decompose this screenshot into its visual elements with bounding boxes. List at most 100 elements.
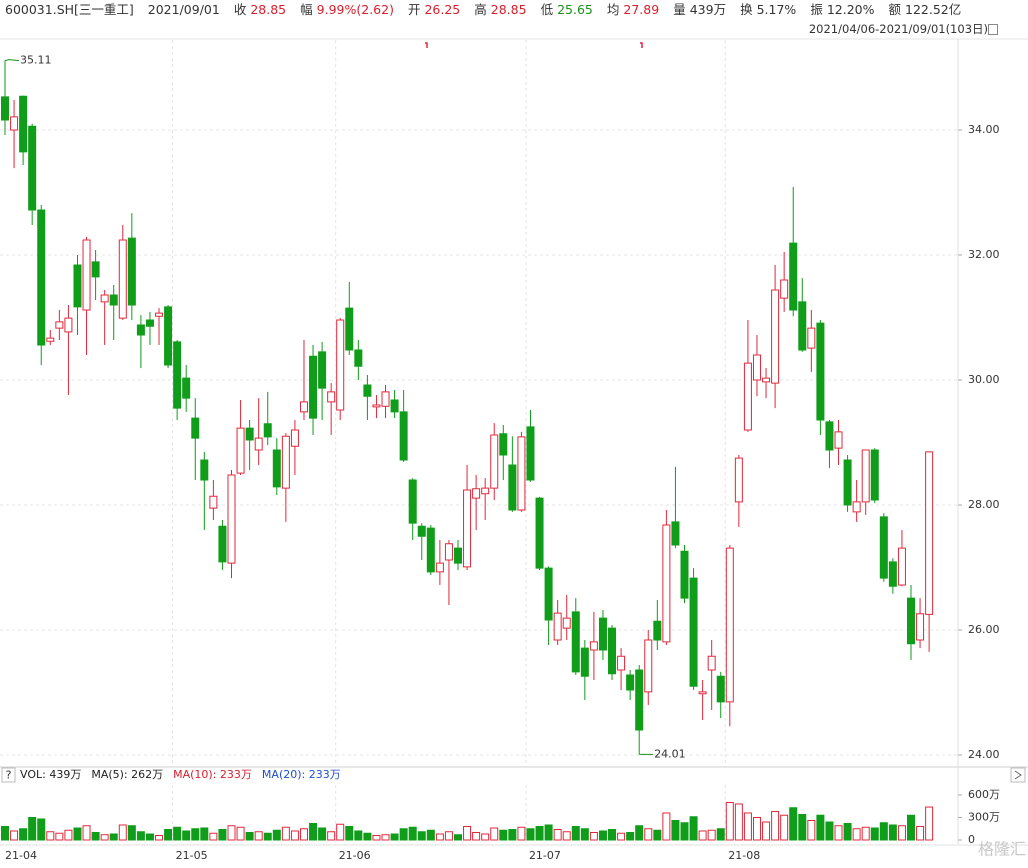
candle-body: [263, 423, 272, 438]
candle-body: [236, 427, 245, 474]
quote-value: 122.52亿: [905, 2, 962, 17]
candle-body: [372, 404, 381, 408]
candle-body: [680, 550, 689, 599]
volume-legend: MA(10): 233万: [173, 768, 252, 781]
candle-body: [544, 567, 553, 621]
candle-body: [417, 525, 426, 537]
y-tick-label: 32.00: [968, 248, 1000, 261]
date-range[interactable]: 2021/04/06-2021/09/01(103日): [808, 22, 988, 36]
quote-item: 均 27.89: [607, 0, 659, 20]
candle-body: [399, 411, 408, 461]
volume-bar: [191, 828, 200, 841]
expand-icon: [1014, 770, 1022, 780]
candle-body: [499, 433, 508, 456]
help-button[interactable]: [1, 767, 16, 783]
candle-body: [64, 317, 73, 333]
candle-body: [644, 639, 653, 693]
volume-bar: [481, 833, 490, 841]
quote-value: 28.85: [250, 2, 287, 17]
volume-bar: [155, 834, 164, 841]
candle-body: [861, 449, 870, 503]
candle-body: [91, 261, 100, 278]
quote-value: 12.20%: [826, 2, 875, 17]
candle-body: [336, 319, 345, 411]
symbol: 600031.SH[三一重工]: [5, 2, 134, 17]
x-tick-label: 21-07: [529, 849, 561, 862]
volume-bar: [281, 826, 290, 841]
quote-value: 9.99%(2.62): [316, 2, 394, 17]
volume-bar: [426, 829, 435, 841]
candle-body: [435, 562, 444, 573]
quote-value: 28.85: [490, 2, 527, 17]
event-marker[interactable]: [640, 42, 643, 48]
candle-body: [608, 627, 617, 675]
candle-body: [907, 597, 915, 645]
candle-body: [689, 577, 698, 687]
volume-bar: [725, 801, 734, 841]
candle-body: [28, 125, 37, 211]
volume-bar: [825, 821, 834, 841]
volume-bar: [861, 826, 870, 841]
volume-bar: [544, 824, 553, 841]
expand-button[interactable]: [1010, 767, 1026, 783]
event-marker[interactable]: [425, 42, 428, 48]
volume-bar: [1, 825, 9, 841]
candle-body: [734, 457, 743, 503]
volume-bar: [734, 803, 743, 841]
candle-body: [55, 321, 64, 329]
quote-value: 5.17%: [756, 2, 797, 17]
volume-bar: [472, 831, 481, 841]
volume-bar: [707, 829, 716, 841]
volume-bar: [517, 826, 526, 841]
x-tick-label: 21-04: [5, 849, 37, 862]
candle-body: [879, 516, 888, 579]
candle-body: [136, 324, 145, 336]
candle-body: [381, 391, 390, 407]
candle-body: [444, 543, 453, 561]
volume-bar: [408, 826, 417, 841]
volume-bar: [916, 825, 925, 841]
y-tick-label: 300万: [968, 810, 1000, 823]
quote-label: 振: [810, 2, 823, 17]
volume-bar: [499, 829, 508, 841]
volume-bar: [635, 825, 644, 841]
volume-bar: [218, 828, 227, 841]
volume-bar: [798, 813, 807, 841]
volume-bar: [680, 822, 689, 841]
range-dropdown[interactable]: [988, 24, 998, 35]
volume-bar: [807, 819, 816, 841]
candle-body: [290, 429, 299, 447]
candle-body: [843, 459, 852, 506]
volume-bar: [82, 825, 91, 841]
volume-bar: [752, 816, 761, 841]
candle-body: [671, 521, 680, 546]
quote-label: 额: [888, 2, 902, 17]
volume-bar: [897, 825, 906, 841]
candle-body: [254, 437, 263, 451]
volume-bar: [816, 814, 825, 841]
candle-body: [481, 487, 490, 495]
volume-bar: [716, 828, 725, 841]
candle-body: [771, 289, 780, 384]
candle-body: [888, 561, 897, 587]
volume-bar: [263, 832, 272, 841]
volume-bar: [345, 825, 354, 841]
candle-body: [653, 620, 662, 641]
y-tick-label: 0: [968, 833, 975, 846]
volume-bar: [843, 822, 852, 841]
candle-body: [743, 362, 752, 431]
volume-bar: [73, 827, 82, 841]
volume-bar: [100, 834, 109, 841]
volume-bar: [290, 830, 299, 841]
quote-item: 额 122.52亿: [889, 0, 962, 20]
candle-body: [870, 449, 879, 501]
candle-body: [200, 459, 209, 481]
candle-body: [82, 239, 91, 311]
volume-bar: [236, 826, 245, 841]
quote-item: 振 12.20%: [810, 0, 874, 20]
volume-bar: [671, 819, 680, 841]
volume-bar: [10, 830, 19, 841]
volume-bar: [626, 831, 635, 841]
volume-bar: [327, 831, 336, 841]
